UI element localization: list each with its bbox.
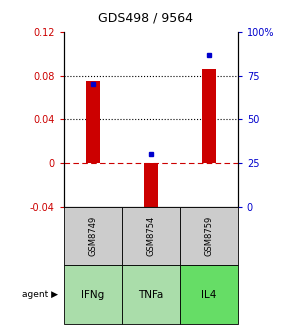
Text: GDS498 / 9564: GDS498 / 9564 bbox=[97, 12, 193, 25]
Bar bbox=[144, 163, 158, 213]
Text: GSM8759: GSM8759 bbox=[204, 216, 213, 256]
Text: IFNg: IFNg bbox=[81, 290, 104, 300]
Text: agent ▶: agent ▶ bbox=[22, 290, 58, 299]
Bar bbox=[202, 69, 216, 163]
Bar bbox=[86, 81, 100, 163]
Text: GSM8749: GSM8749 bbox=[88, 216, 97, 256]
Text: TNFa: TNFa bbox=[138, 290, 164, 300]
Text: GSM8754: GSM8754 bbox=[146, 216, 155, 256]
Text: IL4: IL4 bbox=[201, 290, 217, 300]
